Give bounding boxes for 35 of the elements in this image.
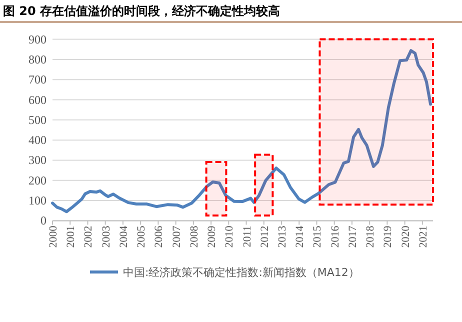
x-tick-label: 2012	[258, 226, 271, 248]
x-tick-label: 2001	[65, 226, 78, 248]
line-series	[51, 49, 432, 214]
x-tick-label: 2003	[100, 225, 112, 248]
x-tick-label: 2014	[294, 225, 306, 248]
x-tick-label: 2002	[82, 226, 95, 248]
x-tick-label: 2000	[48, 225, 60, 248]
x-tick-label: 2008	[188, 225, 200, 248]
x-tick-label: 2005	[136, 225, 148, 248]
x-tick-label: 2010	[224, 225, 236, 248]
x-tick-label: 2015	[312, 225, 324, 248]
x-tick-label: 2020	[400, 225, 412, 248]
y-tick-label: 800	[28, 52, 46, 66]
x-tick-label: 2017	[346, 225, 359, 248]
x-tick-label: 2011	[241, 226, 254, 248]
x-tick-label: 2013	[276, 225, 289, 248]
legend-label: 中国:经济政策不确定性指数:新闻指数（MA12）	[123, 266, 360, 279]
y-tick-label: 600	[28, 92, 46, 107]
y-tick-label: 200	[28, 173, 46, 188]
x-tick-label: 2007	[170, 225, 183, 248]
y-tick-label: 300	[28, 153, 46, 168]
x-tick-label: 2021	[417, 226, 430, 248]
x-tick-label: 2016	[329, 225, 342, 248]
x-tick-label: 2006	[153, 225, 166, 248]
x-tick-label: 2018	[364, 225, 377, 248]
y-tick-label: 700	[28, 72, 46, 87]
x-tick-label: 2004	[118, 225, 130, 248]
y-tick-label: 500	[28, 112, 46, 127]
y-tick-label: 0	[40, 214, 46, 228]
x-tick-label: 2009	[206, 225, 218, 248]
y-tick-label: 400	[28, 133, 46, 148]
x-tick-label: 2019	[382, 225, 394, 248]
y-tick-label: 100	[28, 194, 46, 208]
y-tick-label: 900	[28, 32, 46, 46]
chart-title: 图 20 存在估值溢价的时间段，经济不确定性均较高	[3, 4, 280, 18]
